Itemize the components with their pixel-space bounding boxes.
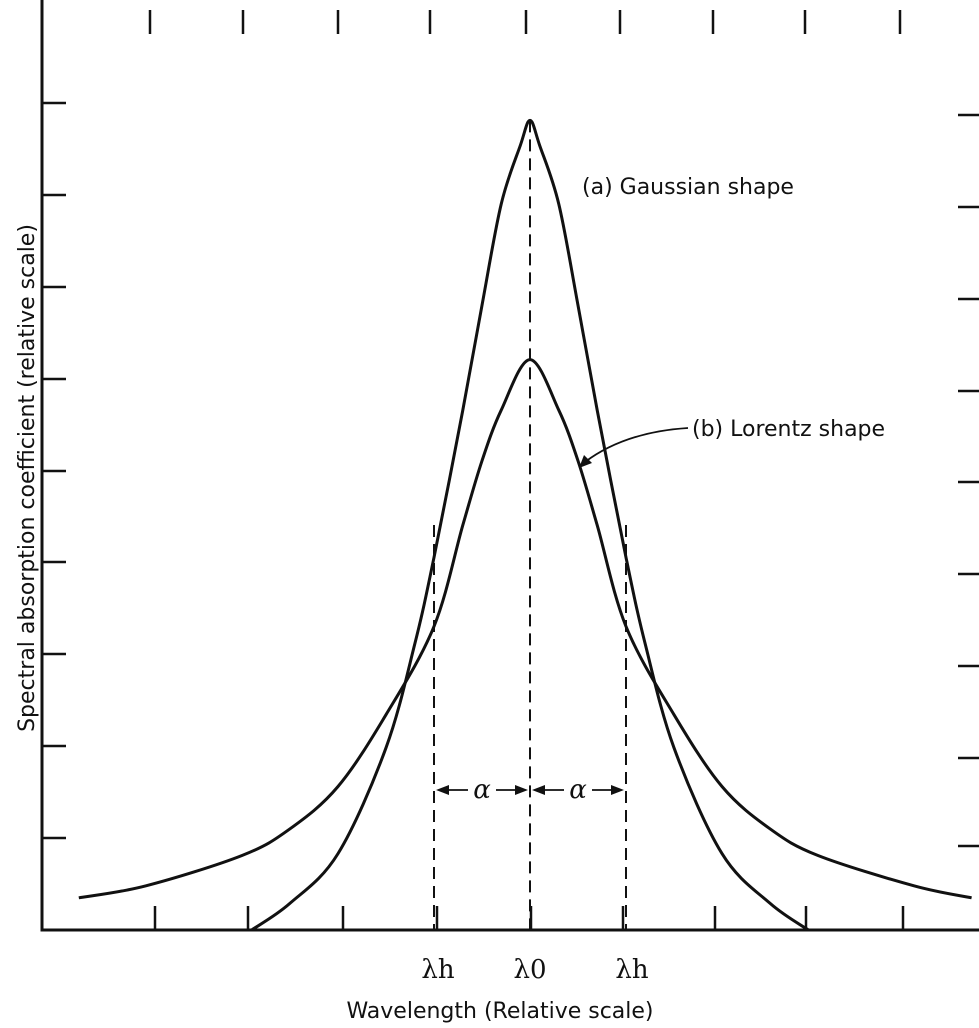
alpha-arrowhead: [515, 785, 528, 795]
alpha-arrowhead: [532, 785, 545, 795]
x-axis-label: Wavelength (Relative scale): [346, 999, 653, 1024]
y-axis-label: Spectral absorption coefficient (relativ…: [15, 224, 40, 732]
x-tick-label: λ0: [513, 955, 546, 985]
plot-frame: [40, 0, 979, 932]
series-curves: [78, 118, 972, 932]
axis-ticks: [42, 10, 979, 930]
x-tick-label: λh: [421, 955, 454, 985]
series-b-label: (b) Lorentz shape: [692, 417, 885, 442]
lorentz-curve: [78, 358, 972, 900]
alpha-label: α: [473, 775, 491, 805]
reference-lines: [433, 120, 627, 930]
alpha-arrowhead: [436, 785, 449, 795]
gaussian-curve: [250, 118, 810, 932]
alpha-label: α: [569, 775, 587, 805]
series-b-leader: [584, 427, 689, 463]
series-b-leader-arrowhead: [579, 455, 592, 468]
alpha-arrowhead: [611, 785, 624, 795]
series-a-label: (a) Gaussian shape: [582, 175, 794, 200]
x-tick-label: λh: [615, 955, 648, 985]
